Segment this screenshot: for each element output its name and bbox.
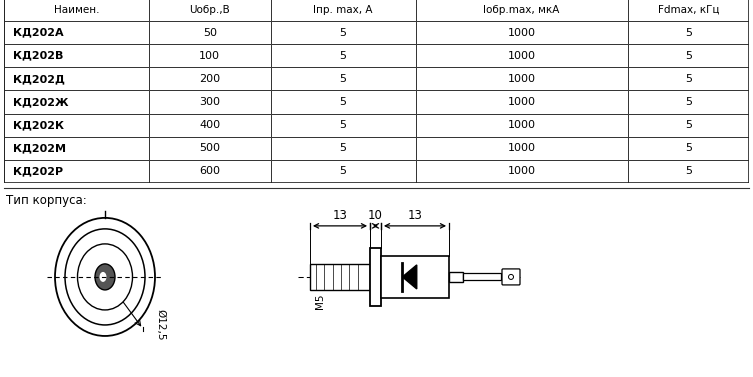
Bar [627,90,749,113]
Bar [270,160,416,183]
Text: 600: 600 [200,166,220,176]
Bar [270,44,416,67]
Bar [270,0,416,21]
Text: 5: 5 [685,120,692,130]
Bar [270,113,416,137]
Text: 1000: 1000 [508,143,535,153]
Text: КД202Д: КД202Д [13,74,65,84]
Bar [149,137,270,160]
Bar [270,21,416,44]
Text: 5: 5 [340,120,346,130]
Ellipse shape [99,272,106,282]
Bar [627,0,749,21]
Bar [270,137,416,160]
Bar [416,21,627,44]
Bar [4,67,149,90]
Text: М5: М5 [315,294,325,310]
Bar [381,256,449,298]
Bar [627,160,749,183]
Bar [416,90,627,113]
Bar [310,264,370,290]
Text: 5: 5 [685,74,692,84]
Text: Тип корпуса:: Тип корпуса: [6,194,87,207]
Text: 10: 10 [368,209,383,222]
Polygon shape [402,265,416,289]
Text: Наимен.: Наимен. [53,5,99,15]
Text: 1000: 1000 [508,120,535,130]
Text: КД202М: КД202М [13,143,66,153]
Text: 5: 5 [340,74,346,84]
Text: КД202В: КД202В [13,51,63,61]
Bar [4,160,149,183]
Text: 5: 5 [340,97,346,107]
Ellipse shape [65,229,145,325]
Text: 5: 5 [340,28,346,38]
Text: 5: 5 [685,143,692,153]
Bar [4,137,149,160]
Bar [627,137,749,160]
Bar [416,113,627,137]
Bar [627,67,749,90]
Bar [270,90,416,113]
Text: 500: 500 [200,143,220,153]
Text: КД202Р: КД202Р [13,166,62,176]
Bar [149,160,270,183]
Text: Iобр.max, мкА: Iобр.max, мкА [483,5,560,15]
Bar [149,21,270,44]
Bar [627,44,749,67]
Bar [4,44,149,67]
Bar [463,273,501,280]
Bar [416,67,627,90]
Text: КД202Ж: КД202Ж [13,97,69,107]
Text: 5: 5 [340,166,346,176]
Ellipse shape [95,264,115,290]
FancyBboxPatch shape [502,269,520,285]
Text: Fdmax, кГц: Fdmax, кГц [657,5,719,15]
Bar [4,113,149,137]
Text: 5: 5 [340,51,346,61]
Text: 300: 300 [200,97,220,107]
Text: 5: 5 [685,97,692,107]
Bar [149,0,270,21]
Bar [416,44,627,67]
Text: 5: 5 [685,51,692,61]
Ellipse shape [508,274,514,279]
Text: Uобр.,В: Uобр.,В [189,5,230,15]
Text: 1000: 1000 [508,97,535,107]
Text: 100: 100 [200,51,220,61]
Text: 1000: 1000 [508,166,535,176]
Bar [416,137,627,160]
Bar [149,44,270,67]
Text: 1000: 1000 [508,74,535,84]
Text: КД202К: КД202К [13,120,64,130]
Text: 1000: 1000 [508,51,535,61]
Bar [4,90,149,113]
Text: 1000: 1000 [508,28,535,38]
Bar [4,0,149,21]
Text: 50: 50 [203,28,217,38]
Ellipse shape [78,244,133,310]
Bar [149,67,270,90]
Bar [4,21,149,44]
Text: Iпр. max, А: Iпр. max, А [313,5,373,15]
Ellipse shape [55,218,155,336]
Bar [149,90,270,113]
Text: 400: 400 [200,120,221,130]
Text: 5: 5 [685,166,692,176]
Bar [416,0,627,21]
Bar [449,272,463,282]
Bar [270,67,416,90]
Bar [149,113,270,137]
Bar [416,160,627,183]
Text: 13: 13 [407,209,422,222]
Text: 5: 5 [685,28,692,38]
Bar [627,21,749,44]
Bar [627,113,749,137]
Text: 5: 5 [340,143,346,153]
Text: Ø12,5: Ø12,5 [155,309,165,341]
Text: 13: 13 [333,209,347,222]
Text: КД202А: КД202А [13,28,63,38]
Bar [370,248,381,306]
Text: 200: 200 [200,74,221,84]
